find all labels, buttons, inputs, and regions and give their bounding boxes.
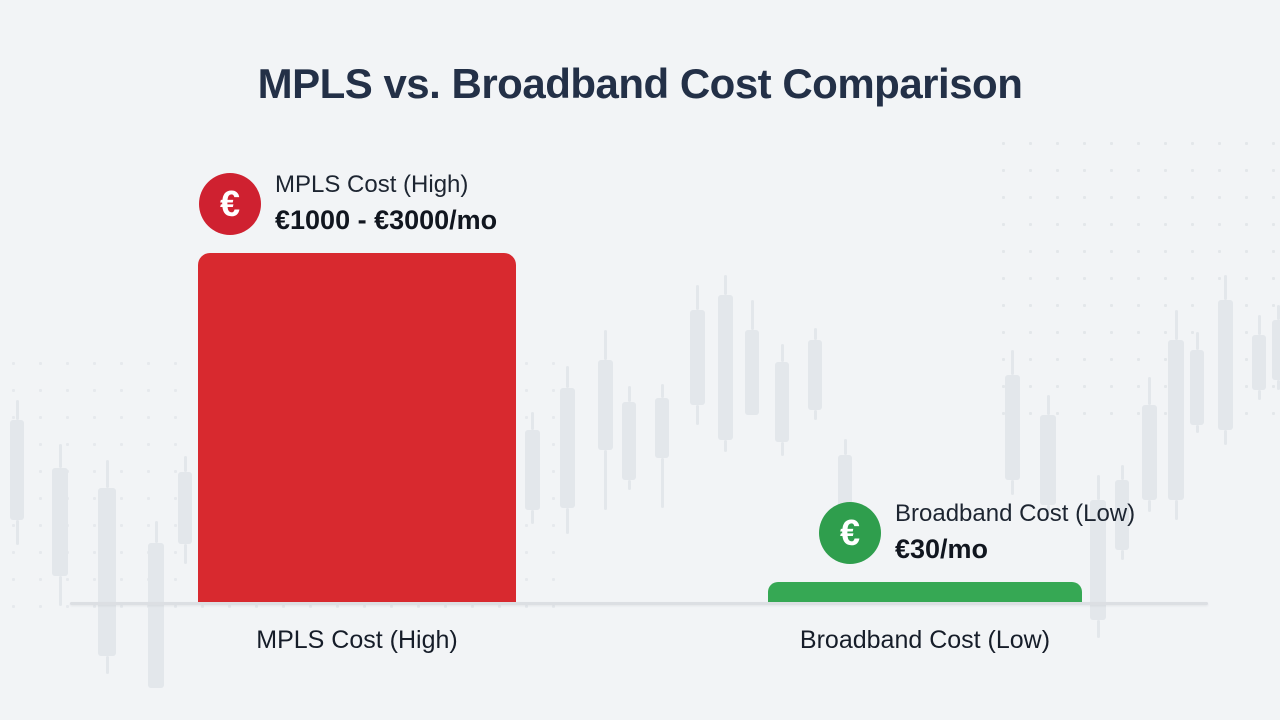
mpls-annotation: € MPLS Cost (High) €1000 - €3000/mo — [199, 170, 497, 238]
mpls-category-label: MPLS Cost (High) — [256, 626, 458, 654]
euro-icon: € — [199, 172, 261, 235]
mpls-value: €1000 - €3000/mo — [275, 205, 498, 235]
dot-grid-pattern-right — [990, 130, 1280, 420]
mpls-bar — [198, 253, 516, 604]
mpls-annotation-text: MPLS Cost (High) €1000 - €3000/mo — [275, 170, 497, 238]
broadband-category-label: Broadband Cost (Low) — [799, 626, 1051, 654]
broadband-annotation-text: Broadband Cost (Low) €30/mo — [895, 499, 1135, 567]
broadband-bar — [768, 582, 1082, 604]
mpls-label: MPLS Cost (High) — [275, 171, 469, 198]
x-axis-baseline — [70, 602, 1208, 605]
broadband-annotation: € Broadband Cost (Low) €30/mo — [819, 499, 1135, 567]
broadband-label: Broadband Cost (Low) — [895, 500, 1136, 527]
page-title: MPLS vs. Broadband Cost Comparison — [257, 60, 1023, 107]
broadband-value: €30/mo — [895, 534, 989, 564]
euro-icon: € — [819, 501, 881, 564]
